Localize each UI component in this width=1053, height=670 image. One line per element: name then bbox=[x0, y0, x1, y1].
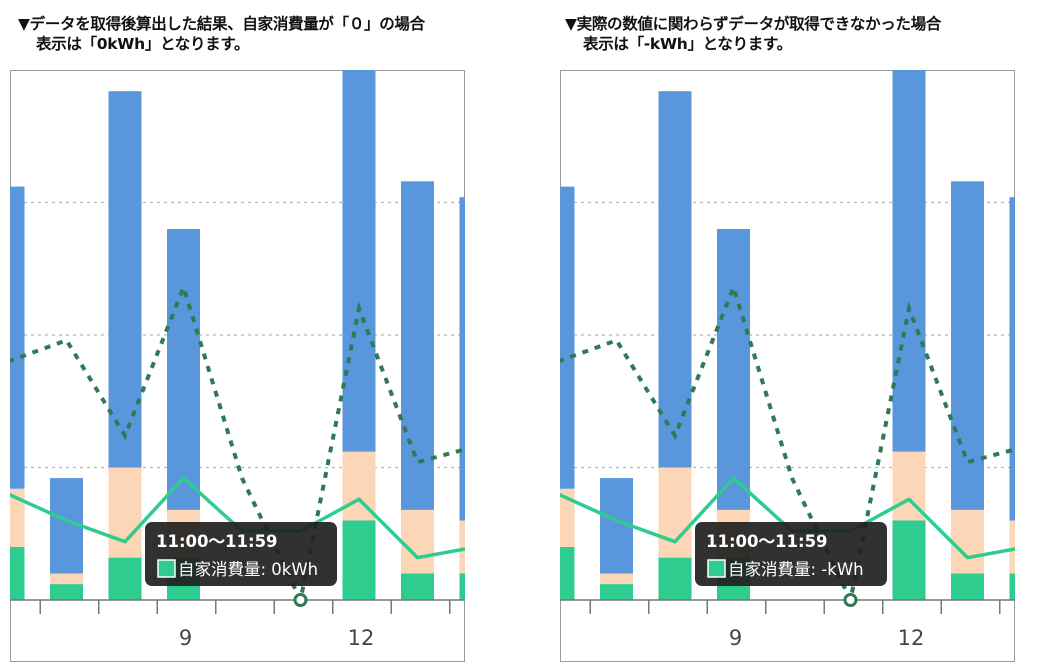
bar-segment-self-consumption bbox=[560, 547, 575, 600]
bar-segment-middle bbox=[401, 509, 434, 574]
bar-segment-self-consumption bbox=[108, 557, 142, 600]
x-tick-label: 9 bbox=[729, 626, 742, 650]
bar-segment-top bbox=[560, 186, 575, 489]
tooltip-time: 11:00〜11:59 bbox=[156, 532, 278, 551]
bar-segment-self-consumption bbox=[459, 573, 465, 600]
caption-left-line1: ▼データを取得後算出した結果、自家消費量が「０」の場合 bbox=[18, 15, 425, 33]
bar-segment-top bbox=[342, 70, 376, 452]
caption-right: ▼実際の数値に関わらずデータが取得できなかった場合 表示は「-kWh」となります… bbox=[565, 14, 941, 54]
bar-segment-middle bbox=[10, 488, 25, 547]
bar-segment-top bbox=[10, 186, 25, 489]
bar-segment-top bbox=[401, 181, 434, 510]
bar-segment-middle bbox=[951, 509, 984, 574]
x-tick-label: 12 bbox=[898, 626, 925, 650]
bar-segment-middle bbox=[108, 467, 142, 558]
bar-segment-middle bbox=[658, 467, 692, 558]
bar-segment-self-consumption bbox=[10, 547, 25, 600]
x-tick-label: 12 bbox=[348, 626, 375, 650]
tooltip: 11:00〜11:59 自家消費量: 0kWh bbox=[145, 522, 337, 586]
bar-segment-self-consumption bbox=[600, 584, 633, 600]
bar-segment-top bbox=[108, 91, 142, 468]
caption-right-line1: ▼実際の数値に関わらずデータが取得できなかった場合 bbox=[565, 15, 942, 33]
tooltip-swatch bbox=[157, 559, 176, 578]
bar-segment-self-consumption bbox=[951, 573, 984, 600]
tooltip-background bbox=[695, 522, 887, 586]
caption-left-line2: 表示は「0kWh」となります。 bbox=[36, 35, 250, 53]
bar-segment-top bbox=[167, 229, 200, 510]
bar-segment-top bbox=[459, 197, 465, 521]
hover-point-marker bbox=[293, 593, 308, 607]
bar-segment-top bbox=[717, 229, 750, 510]
tooltip-background bbox=[145, 522, 337, 586]
bar-segment-middle bbox=[50, 573, 83, 585]
bar-segment-self-consumption bbox=[892, 520, 926, 600]
bar-segment-top bbox=[1009, 197, 1015, 521]
bar-segment-self-consumption bbox=[50, 584, 83, 600]
bar-segment-middle bbox=[1009, 520, 1015, 574]
bar-segment-middle bbox=[600, 573, 633, 585]
tooltip-time: 11:00〜11:59 bbox=[706, 532, 828, 551]
tooltip-swatch bbox=[707, 559, 726, 578]
bar-segment-self-consumption bbox=[658, 557, 692, 600]
bar-segment-top bbox=[892, 70, 926, 452]
bar-segment-top bbox=[658, 91, 692, 468]
bar-segment-self-consumption bbox=[342, 520, 376, 600]
tooltip-label: 自家消費量: 0kWh bbox=[178, 560, 318, 579]
caption-left: ▼データを取得後算出した結果、自家消費量が「０」の場合 表示は「0kWh」となり… bbox=[18, 14, 425, 54]
tooltip: 11:00〜11:59 自家消費量: -kWh bbox=[695, 522, 887, 586]
bar-segment-top bbox=[951, 181, 984, 510]
x-tick-label: 9 bbox=[179, 626, 192, 650]
bar-segment-middle bbox=[459, 520, 465, 574]
bar-segment-self-consumption bbox=[401, 573, 434, 600]
caption-right-line2: 表示は「-kWh」となります。 bbox=[583, 35, 792, 53]
bar-segment-self-consumption bbox=[1009, 573, 1015, 600]
bar-segment-middle bbox=[560, 488, 575, 547]
tooltip-label: 自家消費量: -kWh bbox=[728, 560, 864, 579]
hover-point-marker bbox=[843, 593, 858, 607]
